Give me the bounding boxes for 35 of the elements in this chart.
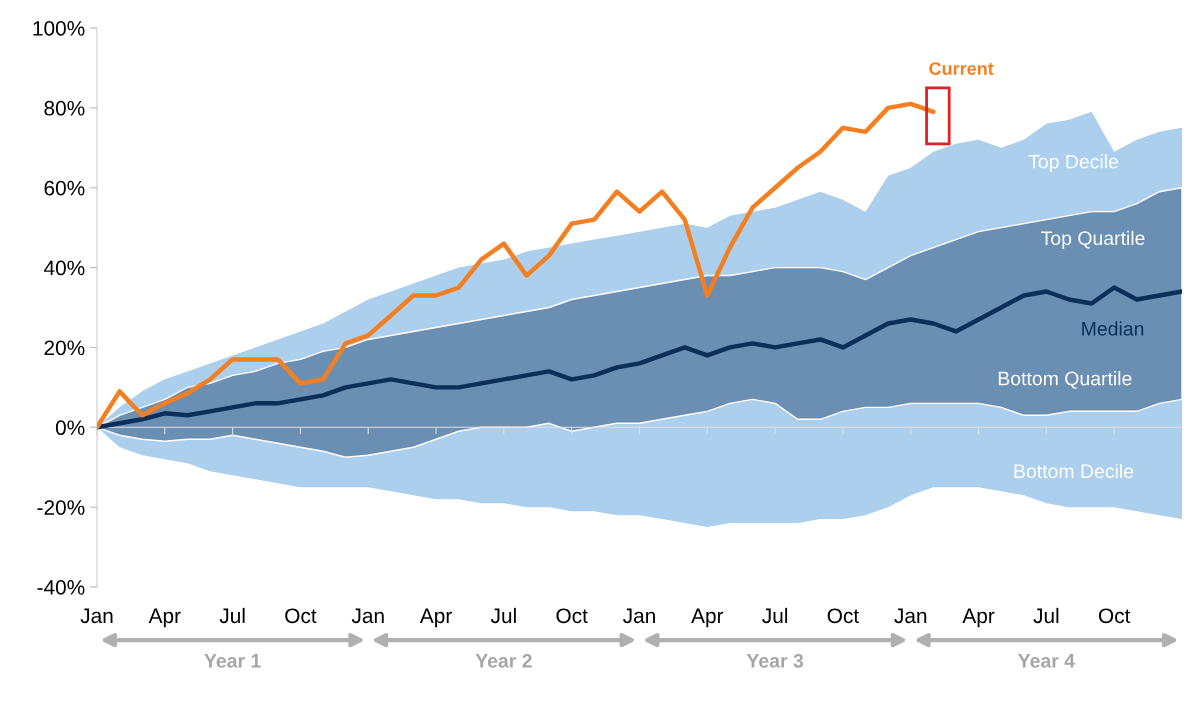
text: Year 1	[204, 654, 261, 668]
x-tick-label: Apr	[419, 608, 452, 628]
series-label: Bottom Decile	[1014, 463, 1134, 479]
x-tick-label: Oct	[827, 608, 859, 624]
x-tick-label: Apr	[962, 608, 995, 628]
x-tick-label: Jul	[762, 607, 788, 624]
series-label: Top Decile	[1028, 154, 1119, 173]
x-tick-label: Oct	[556, 608, 588, 624]
x-tick-label: Jan	[623, 608, 655, 624]
y-tick-label: 0%	[55, 420, 85, 436]
annotation: Top Quartile	[1041, 230, 1145, 249]
text: Year 2	[475, 653, 532, 668]
x-tick-label: Jul	[1033, 607, 1059, 624]
y-tick-label: -20%	[37, 500, 85, 515]
y-tick-label: 20%	[44, 340, 85, 356]
x-tick-label: Oct	[285, 608, 317, 624]
line-series	[97, 101, 936, 430]
text: Year 4	[1018, 654, 1075, 668]
y-tick-label: 60%	[44, 180, 85, 196]
x-tick-label: Apr	[691, 608, 724, 628]
annotation: Bottom Quartile	[998, 371, 1132, 389]
x-tick-label: Oct	[1098, 608, 1131, 624]
x-tick-label: Jan	[351, 608, 384, 624]
series-label: Current	[929, 62, 994, 76]
y-tick-label: 100%	[33, 21, 85, 36]
y-tick-label: 40%	[43, 260, 85, 276]
x-tick-label: Jul	[490, 607, 516, 624]
series-label: Median	[1082, 321, 1144, 336]
text: Year 3	[746, 653, 804, 668]
x-tick-label: Jan	[80, 608, 113, 624]
x-tick-label: Jan	[894, 608, 927, 624]
x-tick-label: Jul	[219, 607, 245, 624]
y-tick-label: -40%	[37, 580, 85, 595]
x-tick-label: Apr	[148, 608, 181, 628]
y-tick-label: 80%	[44, 100, 85, 116]
